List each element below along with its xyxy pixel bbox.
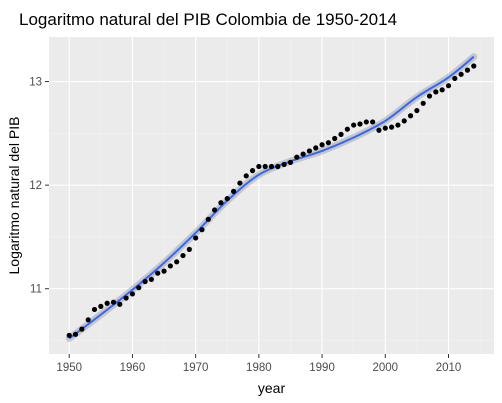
grid-major [49, 37, 494, 354]
data-point [224, 196, 230, 202]
data-point [433, 89, 439, 95]
data-point [129, 291, 136, 297]
x-tick-label: 1950 [56, 362, 82, 374]
data-point [370, 119, 376, 125]
x-tick-label: 1980 [246, 362, 272, 374]
data-point [332, 135, 338, 142]
data-point [275, 163, 281, 170]
data-point [104, 300, 110, 306]
y-axis-title: Logaritmo natural del PIB [6, 117, 22, 275]
data-point [249, 168, 256, 174]
data-point [300, 151, 306, 157]
data-point [142, 278, 148, 285]
data-point [85, 317, 91, 323]
data-point [407, 113, 414, 119]
data-point [401, 118, 407, 124]
data-point [376, 127, 382, 133]
data-point [186, 246, 192, 252]
data-point [98, 303, 104, 309]
data-point [471, 63, 477, 69]
data-point [110, 299, 117, 305]
plot-panel [49, 37, 494, 354]
data-point [325, 140, 331, 146]
data-point [66, 332, 72, 338]
data-point [174, 259, 180, 265]
data-point [91, 306, 98, 313]
data-point [294, 154, 300, 160]
y-tick-label: 12 [29, 180, 42, 192]
data-point [281, 161, 287, 168]
data-point [287, 159, 294, 165]
x-tick-label: 2000 [372, 362, 398, 374]
data-point [382, 125, 388, 131]
x-tick-label: 2010 [436, 362, 462, 374]
data-point [306, 148, 313, 154]
data-point [167, 263, 173, 269]
data-point [268, 163, 275, 170]
data-point [395, 122, 401, 128]
chart-title: Logaritmo natural del PIB Colombia de 19… [19, 10, 397, 29]
data-point [117, 301, 123, 307]
data-point [458, 71, 464, 77]
data-point [123, 295, 129, 301]
data-point [193, 235, 199, 241]
data-point [439, 87, 445, 93]
y-axis-ticks: 11 12 13 [29, 77, 49, 296]
x-tick-label: 1960 [120, 362, 146, 374]
data-point [79, 326, 85, 332]
data-point [344, 126, 350, 132]
data-point [357, 121, 363, 127]
grid-minor [49, 37, 494, 354]
data-point [230, 188, 237, 194]
data-point [161, 268, 167, 274]
data-point [148, 276, 154, 283]
data-point [445, 83, 452, 89]
data-point [414, 107, 420, 114]
data-point [243, 173, 249, 179]
data-points [66, 63, 477, 338]
data-point [389, 124, 395, 130]
data-point [338, 131, 344, 137]
x-axis-ticks: 1950 1960 1970 1980 1990 2000 2010 [56, 354, 461, 374]
data-point [72, 331, 79, 337]
data-point [313, 145, 319, 151]
x-axis-title: year [258, 380, 286, 396]
data-point [136, 285, 142, 291]
data-point [262, 163, 268, 170]
x-tick-label: 1990 [309, 362, 335, 374]
y-tick-label: 13 [29, 77, 42, 89]
y-tick-label: 11 [30, 284, 42, 296]
data-point [180, 252, 186, 259]
data-point [351, 122, 357, 128]
data-point [155, 270, 161, 276]
data-point [452, 75, 458, 82]
data-point [420, 100, 426, 106]
data-point [205, 216, 211, 222]
data-point [464, 67, 471, 73]
data-point [212, 207, 218, 213]
smooth-line [68, 55, 475, 340]
data-point [363, 119, 369, 125]
data-point [237, 180, 243, 186]
data-point [218, 200, 224, 206]
data-point [199, 227, 205, 233]
x-tick-label: 1970 [183, 362, 209, 374]
data-point [256, 163, 262, 170]
data-point [426, 93, 433, 99]
data-point [319, 142, 325, 148]
